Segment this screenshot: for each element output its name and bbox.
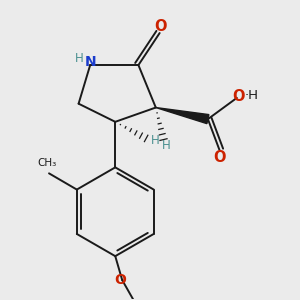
Text: ·H: ·H	[244, 89, 259, 102]
Text: O: O	[213, 150, 226, 165]
Text: O: O	[115, 273, 127, 287]
Text: O: O	[154, 19, 167, 34]
Text: H: H	[151, 134, 160, 147]
Text: O: O	[232, 89, 244, 104]
Text: H: H	[75, 52, 84, 65]
Text: H: H	[162, 139, 171, 152]
Text: CH₃: CH₃	[38, 158, 57, 168]
Polygon shape	[156, 107, 209, 124]
Text: N: N	[85, 55, 97, 69]
